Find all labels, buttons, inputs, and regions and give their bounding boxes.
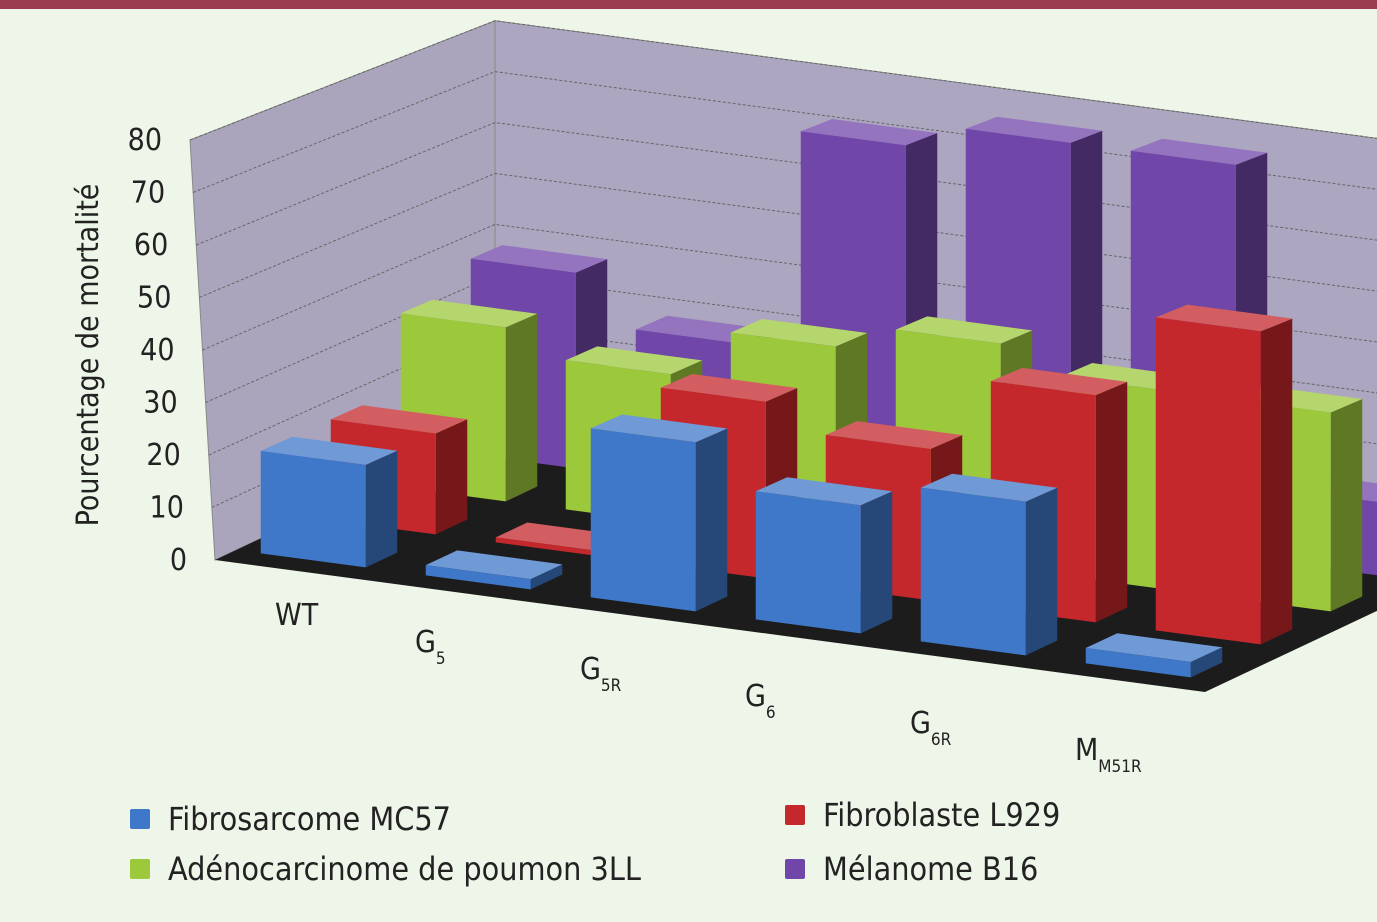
x-tick-subscript: 5 [436,649,446,669]
legend-label: Fibroblaste L929 [823,796,1061,834]
top-border [0,0,1377,9]
bar-top [730,319,868,347]
x-tick-subscript: 6 [766,703,776,723]
bar-side [1190,647,1223,678]
bar-side [1330,399,1363,612]
bar-top [470,245,608,273]
bar-side [365,450,398,568]
bar-side [1095,381,1128,623]
bar-top [260,436,398,465]
y-tick-label: 50 [137,281,171,316]
x-tick-label: MM51R [1075,733,1142,777]
gridline [196,122,1377,246]
bar-0-0 [260,436,398,568]
x-tick-subscript: M51R [1098,757,1142,777]
bar-front [1155,317,1261,645]
legend-swatch [130,859,150,879]
y-tick-label: 60 [134,228,168,263]
bar-side [505,313,538,502]
y-tick-label: 10 [150,491,184,526]
x-tick-label: G5R [580,652,622,696]
bar-top [400,299,538,328]
legend-item-3ll: Adénocarcinome de poumon 3LL [130,850,641,888]
bar-front [1085,648,1191,678]
bar-top [565,346,703,375]
x-tick-label: G6 [745,679,776,723]
bar-top [965,116,1103,143]
bar-0-4 [920,473,1058,656]
x-tick-label: G5 [415,625,446,669]
legend-label: Adénocarcinome de poumon 3LL [168,850,641,888]
y-tick-label: 40 [140,333,174,368]
bar-front [755,491,861,634]
bars [260,116,1377,678]
bar-top [330,405,468,434]
y-tick-label: 80 [128,123,162,158]
gridline [202,223,1377,351]
bar-front [260,450,366,568]
y-tick-label: 30 [143,386,177,421]
bar-0-2 [590,414,728,612]
bar-front [425,565,531,590]
bar-front [590,428,696,612]
y-tick-label: 0 [170,543,187,578]
legend-swatch [130,809,150,829]
legend-label: Mélanome B16 [823,850,1039,888]
y-tick-label: 20 [146,438,180,473]
bar-top [1130,138,1268,165]
bar-top [1155,304,1293,332]
legend-label: Fibrosarcome MC57 [168,800,451,838]
bar-top [800,119,938,146]
bar-side [1025,487,1058,656]
bar-0-3 [755,477,893,634]
bar-top [920,473,1058,502]
bar-front [920,487,1026,656]
bar-top [990,367,1128,396]
bar-side [435,419,468,535]
y-tick-label: 70 [131,176,165,211]
bar-side [530,564,563,590]
bar-side [1260,318,1293,645]
x-tick-label: WT [275,598,319,633]
bar-top [425,550,563,580]
x-tick-subscript: 5R [601,676,622,696]
legend-item-mc57: Fibrosarcome MC57 [130,800,451,838]
bar-side [860,491,893,634]
bar-top [1085,633,1223,663]
x-tick-label: G6R [910,706,952,750]
bar-front [495,537,601,557]
bar-1-5 [1155,304,1293,645]
legend-swatch [785,805,805,825]
legend-item-l929: Fibroblaste L929 [785,796,1060,834]
bar-top [895,316,1033,344]
bar-side [695,428,728,612]
x-tick-subscript: 6R [931,730,952,750]
bar-top [590,414,728,443]
legend-item-b16: Mélanome B16 [785,850,1038,888]
bar-top [755,477,893,506]
gridline [189,20,1377,141]
bar-top [825,421,963,449]
y-axis-title: Pourcentage de mortalité [71,184,106,527]
legend-swatch [785,859,805,879]
bar-0-5 [1085,633,1223,678]
bar-0-1 [425,550,563,590]
bar-top [660,374,798,402]
